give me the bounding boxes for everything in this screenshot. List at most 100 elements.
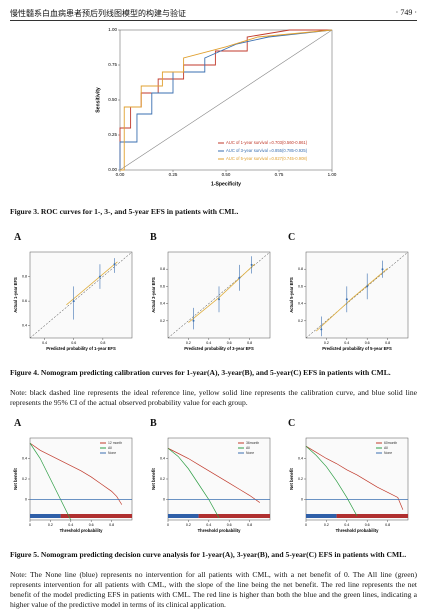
plot-area [29,437,133,521]
x-tick-label: 0.75 [275,172,284,177]
y-tick-label: 0.00 [108,167,117,172]
x-tick-label: 0.6 [365,523,370,527]
running-title: 慢性髓系白血病患者预后列线图模型的构建与验证 [10,9,186,18]
legend-label: None [246,451,254,455]
point [250,263,253,266]
x-tick-label: 0.8 [247,523,252,527]
strip [306,514,337,518]
ideal-line [29,251,133,339]
y-axis-label: Actual 3-year EFS [151,277,156,313]
y-tick-label: 0.8 [160,267,165,271]
x-axis-label: Predicted probability of 5-year EFS [322,346,392,351]
x-tick-label: 1.00 [328,172,337,177]
point [238,276,241,279]
y-tick-label: 0.25 [108,132,117,137]
x-tick-label: 0.4 [344,523,349,527]
plot-area [305,437,409,521]
legend-label: AUC of 3-year survival =0.855(0.785-0.92… [226,148,308,153]
point [98,275,101,278]
y-tick-label: 0.2 [298,319,303,323]
series-line [305,445,404,510]
y-tick-label: 0.6 [160,284,165,288]
point [381,268,384,271]
figure-caption: Figure 4. Nomogram predicting calibratio… [10,368,391,377]
series-line [29,442,123,505]
point [366,285,369,288]
x-tick-label: 0.2 [324,341,329,345]
y-tick-label: 0.4 [160,456,165,460]
x-tick-label: 0.4 [206,523,211,527]
x-tick-label: 0.8 [100,341,105,345]
legend-label: None [108,451,116,455]
page-number: · 749 · [395,8,417,17]
x-tick-label: 0.8 [385,341,390,345]
y-tick-label: 0.50 [108,97,117,102]
x-tick-label: 0.8 [247,341,252,345]
legend-label: All [108,446,112,450]
y-tick-label: 0.6 [22,299,27,303]
x-tick-label: 0.25 [169,172,178,177]
point [320,328,323,331]
ideal-line [305,251,409,339]
x-axis-label: Predicted probability of 3-year EFS [184,346,254,351]
x-tick-label: 0.8 [385,523,390,527]
y-axis-label: Net benefit [289,468,294,490]
y-tick-label: 0.6 [298,284,303,288]
y-tick-label: 0.75 [108,62,117,67]
x-axis-label: Threshold probability [60,528,103,533]
x-tick-label: 0.4 [68,523,73,527]
legend-label: 12 month [108,441,122,445]
y-axis-label: Net benefit [151,468,156,490]
strip [336,514,408,518]
x-axis-label: Predicted probability of 1-year EFS [46,346,116,351]
strip [30,514,61,518]
point [72,300,75,303]
y-tick-label: 0 [301,497,303,501]
figure-caption: Figure 3. ROC curves for 1-, 3-, and 5-y… [10,207,239,216]
panel-label: A [14,418,22,429]
series-line [167,447,220,519]
figure-caption: Figure 5. Nomogram predicting decision c… [10,550,407,559]
panel-label: B [150,418,157,429]
legend-label: AUC of 5-year survival =0.827(0.745-0.90… [226,156,308,161]
series-line [120,29,333,171]
y-axis-label: Sensitivity [95,87,101,113]
y-tick-label: 0.2 [160,477,165,481]
y-tick-label: 0.2 [298,477,303,481]
point [113,263,116,266]
x-tick-label: 0.4 [206,341,211,345]
strip [168,514,199,518]
panel-label: B [150,232,157,243]
x-tick-label: 0.6 [89,523,94,527]
strip [198,514,270,518]
x-tick-label: 0.6 [71,341,76,345]
legend-label: 60month [384,441,397,445]
point [218,298,220,301]
calibration-line [315,268,388,332]
panel-label: C [288,232,296,243]
y-axis-label: Actual 5-year EFS [289,277,294,313]
header-rule [10,20,417,21]
x-tick-label: 0.8 [109,523,114,527]
x-tick-label: 0.6 [227,523,232,527]
y-tick-label: 0.2 [22,477,27,481]
y-tick-label: 0.4 [22,456,27,460]
point [345,298,348,301]
panel-label: C [288,418,296,429]
panel-label: A [14,232,22,243]
legend-label: All [384,446,388,450]
figure-note: Note: The None line (blue) represents no… [10,570,417,609]
x-axis-label: 1-Specificity [211,181,241,187]
x-tick-label: 0 [167,523,169,527]
series-line [167,447,261,503]
y-tick-label: 0.4 [298,302,303,306]
x-tick-label: 0.2 [186,341,191,345]
plot-area [167,437,271,521]
x-tick-label: 0 [29,523,31,527]
